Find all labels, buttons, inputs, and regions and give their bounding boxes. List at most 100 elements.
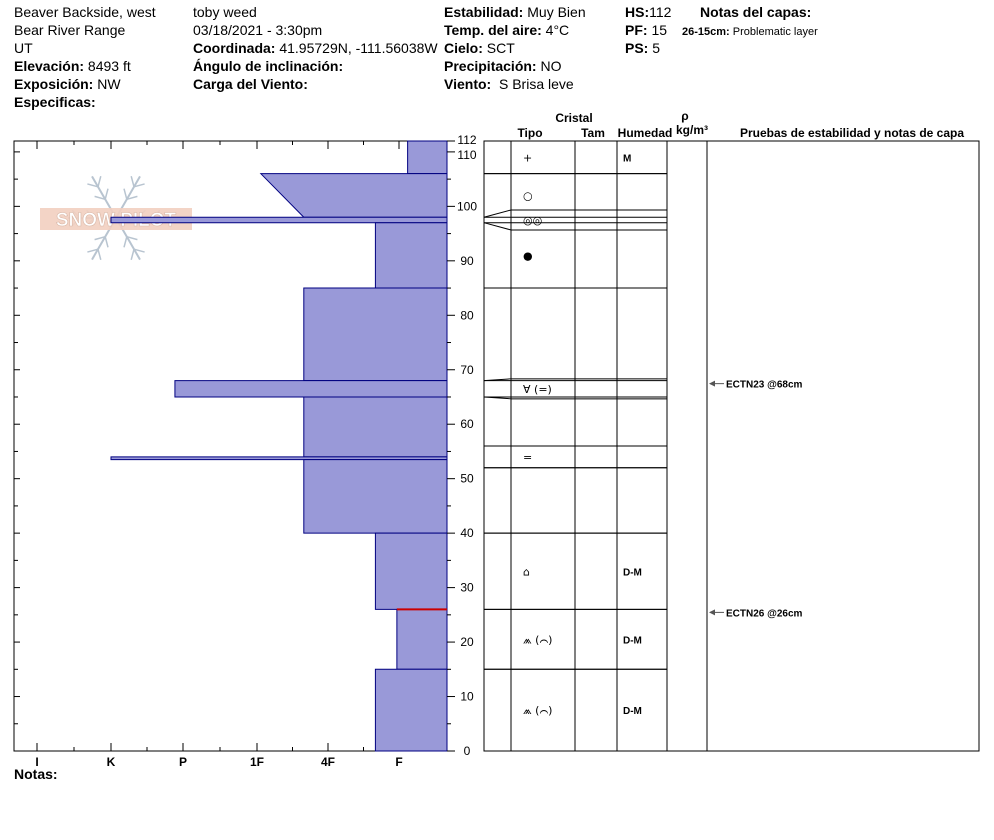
elevation-label: Elevación:	[14, 58, 85, 74]
wind-value: S Brisa leve	[498, 76, 574, 92]
header-density-symbol: ρ	[681, 109, 688, 123]
hardness-layer-bar	[303, 287, 448, 382]
depth-axis-label: 80	[460, 308, 474, 322]
hardness-layer-bar	[396, 608, 448, 670]
ps-label: PS:	[625, 40, 649, 56]
hardness-axis-label: 4F	[321, 755, 335, 769]
stability-test-label: ECTN23 @68cm	[726, 380, 803, 391]
sky-field: Cielo: SCT	[444, 39, 515, 57]
logo-flake-branch	[130, 248, 135, 261]
hardness-layer-bar	[374, 668, 448, 752]
moisture-value: D-M	[623, 567, 642, 578]
logo-flake-branch	[94, 235, 106, 241]
depth-axis-label: 20	[460, 635, 474, 649]
notes-label: Notas:	[14, 766, 58, 782]
logo-flake-branch	[94, 195, 106, 201]
depth-axis-label: 40	[460, 526, 474, 540]
observer-name: toby weed	[193, 4, 257, 20]
hardness-layer-bar	[374, 532, 448, 610]
state: UT	[14, 40, 33, 56]
depth-axis-label: 112	[457, 133, 476, 147]
logo-flake-branch	[126, 235, 138, 241]
aspect-field: Exposición: NW	[14, 75, 121, 93]
logo-flake-branch	[87, 248, 99, 253]
stability-label: Estabilidad:	[444, 4, 524, 20]
depth-axis-label: 0	[464, 744, 471, 758]
hardness-layer-bar	[259, 173, 448, 218]
grain-type-symbol: ⩕ (⌒)	[523, 633, 552, 646]
depth-axis-label: 10	[460, 690, 474, 704]
ps-value: 5	[652, 40, 661, 56]
sky-value: SCT	[486, 40, 515, 56]
layer-notes-label: Notas del capas:	[700, 4, 812, 20]
coordinate-value: 41.95729N, -111.56038W	[279, 40, 438, 56]
hardness-layer-bar	[303, 396, 448, 458]
mountain-range: Bear River Range	[14, 22, 126, 38]
header-density-unit: kg/m³	[676, 123, 708, 137]
wind-label: Viento:	[444, 76, 492, 92]
hardness-axis-label: I	[35, 755, 38, 769]
logo-flake-branch	[130, 175, 135, 188]
hardness-axis-label: F	[395, 755, 402, 769]
depth-axis-label: 90	[460, 254, 474, 268]
depth-axis-label: 60	[460, 417, 474, 431]
logo-flake-branch	[97, 248, 102, 261]
ps-field: PS: 5	[625, 39, 660, 57]
slope-label: Ángulo de inclinación:	[193, 58, 344, 74]
hardness-layer-bar	[303, 459, 448, 534]
depth-axis-label: 100	[457, 199, 477, 213]
sky-label: Cielo:	[444, 40, 483, 56]
header-crystal: Cristal	[555, 111, 592, 125]
logo-flake-branch	[123, 188, 128, 200]
moisture-value: D-M	[623, 635, 642, 646]
hs-label: HS:	[625, 4, 650, 20]
observation-datetime: 03/18/2021 - 3:30pm	[193, 22, 323, 38]
precip-field: Precipitación: NO	[444, 57, 561, 75]
hs-value: 112	[649, 4, 672, 20]
test-arrow-head	[709, 609, 715, 616]
header-type: Tipo	[517, 126, 542, 140]
logo-flake-branch	[87, 183, 99, 188]
specifics-label: Especificas:	[14, 94, 96, 110]
layer-note-range: 26-15cm:	[682, 26, 730, 38]
header-tests: Pruebas de estabilidad y notas de capa	[740, 126, 964, 140]
hardness-axis-label: P	[179, 755, 187, 769]
grain-type-symbol: ◎◎	[523, 214, 542, 227]
depth-axis-label: 30	[460, 581, 474, 595]
location-name: Beaver Backside, west	[14, 4, 156, 20]
wind-field: Viento: S Brisa leve	[444, 75, 574, 93]
pf-field: PF: 15	[625, 21, 667, 39]
grain-type-symbol: ●	[523, 249, 533, 262]
hardness-layer-bar	[374, 222, 448, 289]
depth-axis-label: 110	[457, 148, 476, 162]
coordinate-field: Coordinada: 41.95729N, -111.56038W	[193, 39, 438, 57]
stability-field: Estabilidad: Muy Bien	[444, 3, 586, 21]
aspect-label: Exposición:	[14, 76, 94, 92]
grain-type-symbol: ○	[523, 189, 533, 202]
hardness-layer-bar	[110, 456, 448, 461]
hardness-layer-bar	[174, 380, 448, 398]
hs-field: HS:112	[625, 3, 671, 21]
slope-field: Ángulo de inclinación:	[193, 57, 343, 75]
depth-axis-label: 70	[460, 363, 474, 377]
logo-flake-branch	[133, 183, 145, 188]
wind-load-field: Carga del Viento:	[193, 75, 308, 93]
hardness-axis-label: 1F	[250, 755, 264, 769]
hardness-layer-bar	[110, 216, 448, 224]
grain-type-symbol: =	[523, 451, 532, 464]
aspect-value: NW	[97, 76, 121, 92]
depth-axis-label: 50	[460, 472, 474, 486]
grain-type-symbol: ⩕ (⌒)	[523, 704, 552, 717]
wind-load-label: Carga del Viento:	[193, 76, 308, 92]
coordinate-label: Coordinada:	[193, 40, 276, 56]
precip-value: NO	[540, 58, 562, 74]
precip-label: Precipitación:	[444, 58, 537, 74]
logo-flake-branch	[97, 175, 102, 188]
moisture-value: M	[623, 153, 631, 164]
logo-flake-branch	[123, 236, 128, 248]
stability-value: Muy Bien	[527, 4, 586, 20]
layer-note: 26-15cm: Problematic layer	[682, 23, 818, 41]
layer-link-line	[483, 209, 512, 218]
moisture-value: D-M	[623, 706, 642, 717]
